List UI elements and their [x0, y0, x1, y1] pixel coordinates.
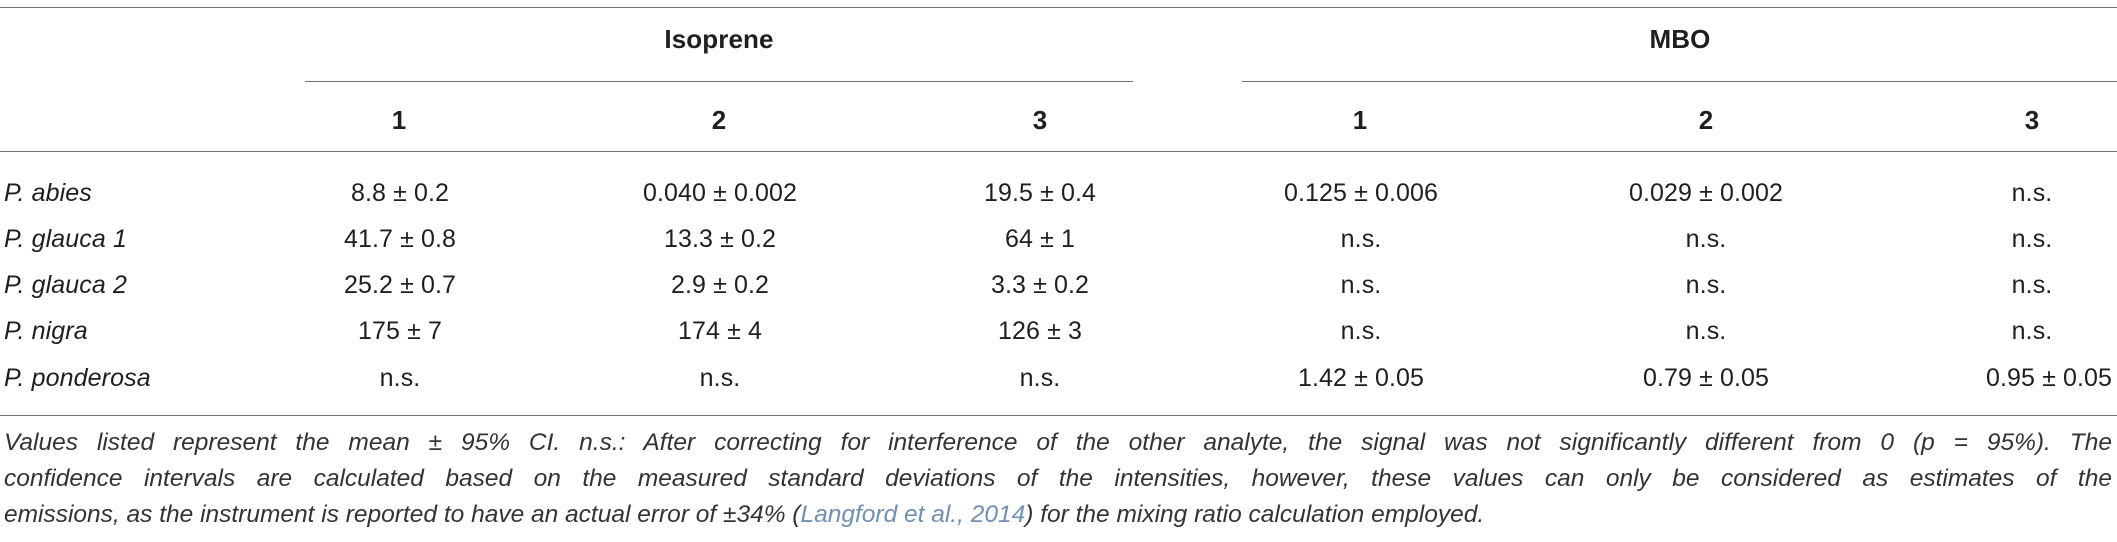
table-top-rule — [0, 7, 2117, 8]
footnote-text: ) for the mixing ratio calculation emplo… — [1025, 501, 1485, 528]
row-label: P. glauca 1 — [4, 225, 127, 253]
footnote-text: emissions, as the instrument is reported… — [4, 501, 801, 528]
group-header-isoprene: Isoprene — [664, 24, 774, 54]
table-cell: n.s. — [2011, 271, 2053, 299]
citation-link[interactable]: Langford et al., 2014 — [800, 501, 1026, 528]
table-cell: n.s. — [1685, 317, 1727, 345]
footnote-line: confidence intervals are calculated base… — [4, 465, 2112, 492]
table-cell: 0.95 ± 0.05 — [1985, 364, 2112, 392]
table-cell: n.s. — [2011, 179, 2053, 207]
table-cell: n.s. — [1019, 364, 1061, 392]
table-cell: n.s. — [699, 364, 741, 392]
table-cell: 13.3 ± 0.2 — [663, 225, 777, 253]
column-header-mbo-2: 2 — [1698, 105, 1714, 135]
column-header-mbo-3: 3 — [2024, 105, 2040, 135]
footnote-line: emissions, as the instrument is reported… — [4, 497, 2112, 533]
table-cell: 41.7 ± 0.8 — [343, 225, 457, 253]
row-label: P. ponderosa — [4, 364, 151, 392]
table-cell: 0.029 ± 0.002 — [1628, 179, 1784, 207]
table-cell: n.s. — [1685, 225, 1727, 253]
table-cell: 126 ± 3 — [998, 317, 1082, 345]
table-cell: n.s. — [379, 364, 421, 392]
table-cell: n.s. — [2011, 225, 2053, 253]
row-label: P. glauca 2 — [4, 271, 127, 299]
table-cell: n.s. — [1340, 317, 1382, 345]
table-cell: 174 ± 4 — [678, 317, 762, 345]
table-cell: 0.040 ± 0.002 — [642, 179, 798, 207]
table-cell: 175 ± 7 — [358, 317, 442, 345]
row-label: P. abies — [4, 179, 92, 207]
table-cell: 25.2 ± 0.7 — [343, 271, 457, 299]
table-cell: n.s. — [1685, 271, 1727, 299]
table-cell: 3.3 ± 0.2 — [990, 271, 1090, 299]
table-cell: n.s. — [1340, 225, 1382, 253]
header-bottom-rule — [0, 151, 2117, 152]
footnote-line: Values listed represent the mean ± 95% C… — [4, 429, 2112, 456]
table-cell: 2.9 ± 0.2 — [670, 271, 770, 299]
table-cell: 0.125 ± 0.006 — [1283, 179, 1439, 207]
mbo-group-rule — [1242, 81, 2117, 82]
table-footnote: Values listed represent the mean ± 95% C… — [4, 425, 2112, 533]
table-cell: 64 ± 1 — [1005, 225, 1075, 253]
table-bottom-rule — [0, 415, 2117, 416]
column-header-isoprene-2: 2 — [711, 105, 727, 135]
table-cell: 19.5 ± 0.4 — [983, 179, 1097, 207]
row-label: P. nigra — [4, 317, 88, 345]
column-header-isoprene-3: 3 — [1032, 105, 1048, 135]
column-header-isoprene-1: 1 — [391, 105, 407, 135]
table-cell: 1.42 ± 0.05 — [1297, 364, 1425, 392]
table-cell: n.s. — [1340, 271, 1382, 299]
table-cell: 8.8 ± 0.2 — [350, 179, 450, 207]
table-cell: n.s. — [2011, 317, 2053, 345]
group-header-mbo: MBO — [1649, 24, 1711, 54]
isoprene-group-rule — [305, 81, 1133, 82]
column-header-mbo-1: 1 — [1352, 105, 1368, 135]
table-cell: 0.79 ± 0.05 — [1642, 364, 1770, 392]
